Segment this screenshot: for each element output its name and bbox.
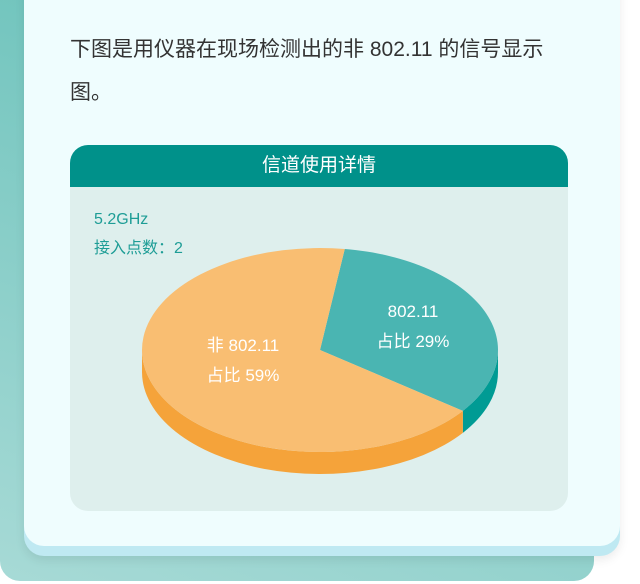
pie-slice-non-802-11 bbox=[141, 248, 463, 452]
pie-slice-802-11 bbox=[320, 248, 498, 411]
intro-text: 下图是用仪器在现场检测出的非 802.11 的信号显示图。 bbox=[70, 38, 544, 104]
access-points-label: 接入点数：2 bbox=[94, 240, 183, 257]
pie-slice-side bbox=[142, 350, 463, 474]
slice-label-non-802-11-name: 非 802.11 bbox=[207, 336, 279, 355]
panel-title: 信道使用详情 bbox=[70, 145, 568, 187]
channel-usage-panel: 信道使用详情 5.2GHz 接入点数：2 802.11 占比 29% 非 802… bbox=[70, 145, 568, 511]
panel-meta: 5.2GHz 接入点数：2 bbox=[94, 205, 183, 263]
slice-label-802-11-share: 占比 29% bbox=[377, 332, 450, 351]
slice-label-802-11-name: 802.11 bbox=[388, 302, 439, 321]
pie-chart: 802.11 占比 29% 非 802.11 占比 59% bbox=[141, 248, 498, 474]
pie-slice-side bbox=[462, 350, 498, 433]
band-label: 5.2GHz bbox=[94, 211, 149, 228]
slice-label-non-802-11-share: 占比 59% bbox=[207, 366, 280, 385]
